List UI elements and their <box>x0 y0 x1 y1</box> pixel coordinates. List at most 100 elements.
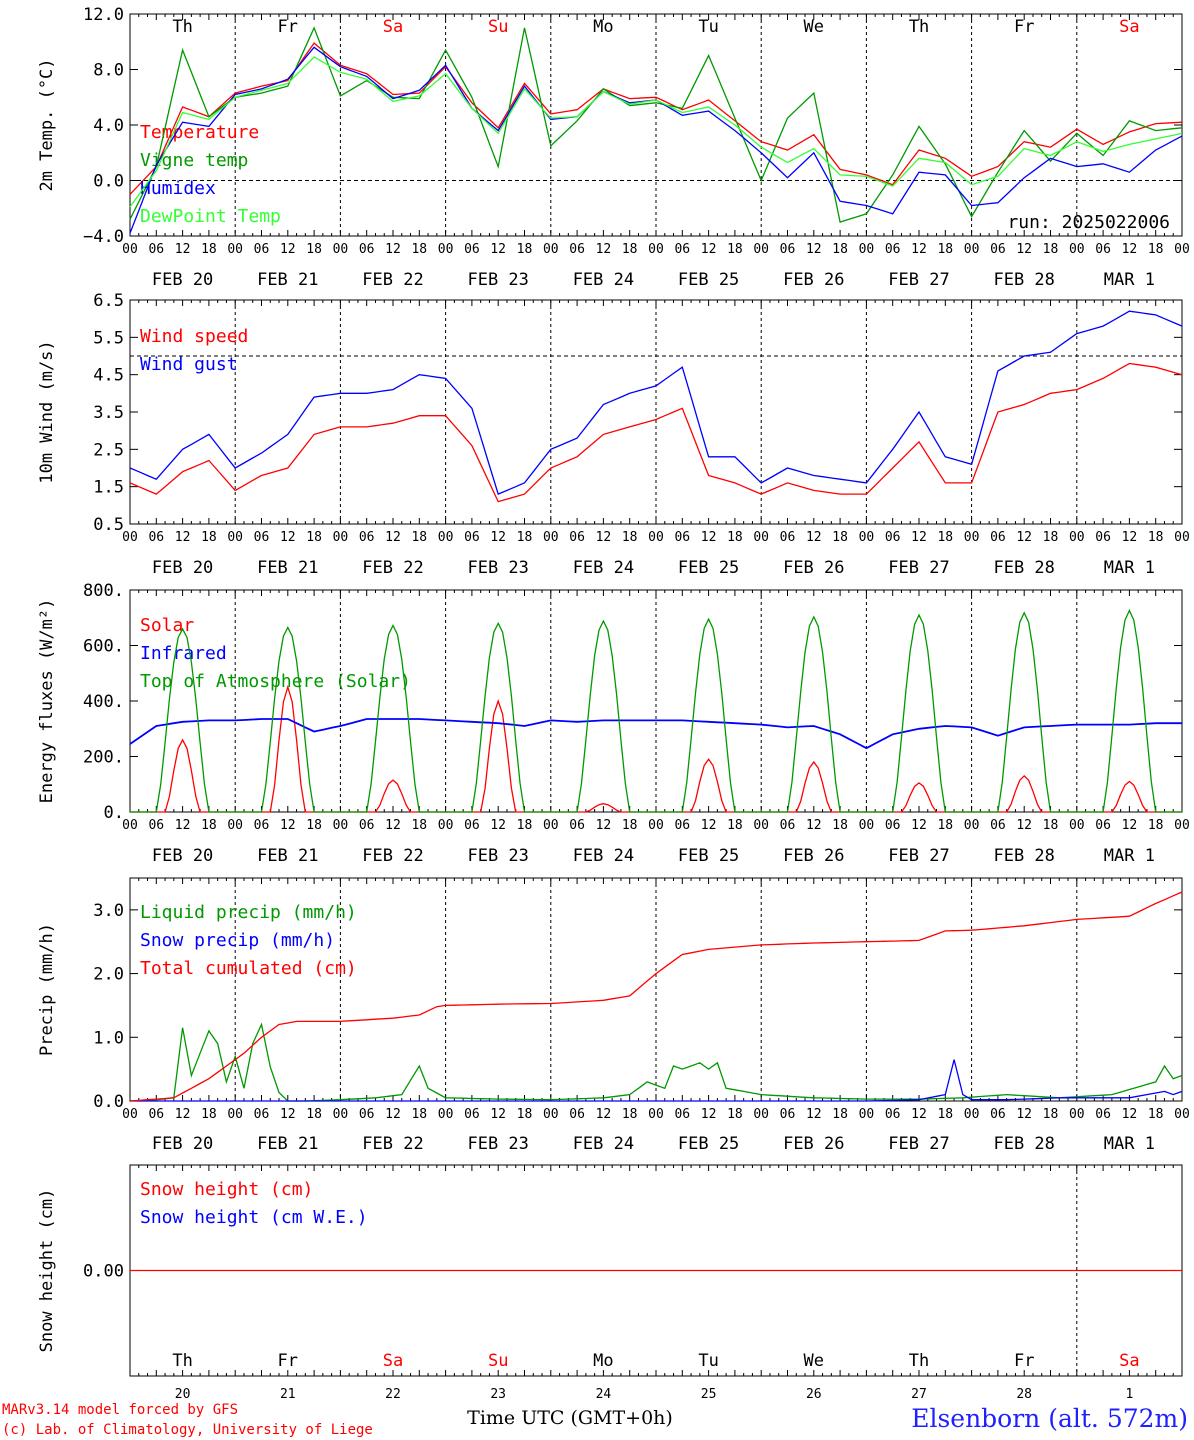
hour-tick-label: 06 <box>254 818 270 833</box>
hour-tick-label: 06 <box>464 1107 480 1122</box>
hour-tick-label: 12 <box>490 530 506 545</box>
y-tick-label: 1.0 <box>93 1028 124 1048</box>
bottom-day-number: 28 <box>1016 1387 1032 1402</box>
hour-tick-label: 06 <box>1095 818 1111 833</box>
date-label: FEB 27 <box>888 558 949 578</box>
copyright-credit: (c) Lab. of Climatology, University of L… <box>2 1422 373 1438</box>
hour-tick-label: 06 <box>359 818 375 833</box>
weekday-label: Mo <box>593 1351 613 1371</box>
hour-tick-label: 18 <box>727 242 743 257</box>
hour-tick-label: 00 <box>648 242 664 257</box>
y-tick-label: 400. <box>83 692 124 712</box>
hour-tick-label: 00 <box>227 530 243 545</box>
bottom-day-number: 27 <box>911 1387 927 1402</box>
hour-tick-label: 06 <box>990 242 1006 257</box>
hour-tick-label: 12 <box>911 818 927 833</box>
y-tick-label: 1.5 <box>93 478 124 498</box>
series-line <box>129 56 1183 208</box>
hour-tick-label: 18 <box>622 1107 638 1122</box>
legend-entry: Total cumulated (cm) <box>140 958 357 979</box>
hour-tick-label: 00 <box>333 818 349 833</box>
hour-tick-label: 12 <box>911 242 927 257</box>
weekday-label: Fr <box>1014 1351 1034 1371</box>
y-axis-label: Energy fluxes (W/m²) <box>37 599 57 804</box>
hour-tick-label: 12 <box>806 530 822 545</box>
legend-entry: Solar <box>140 615 194 636</box>
hour-tick-label: 12 <box>596 530 612 545</box>
y-tick-label: 12.0 <box>83 5 124 25</box>
hour-tick-label: 00 <box>753 818 769 833</box>
hour-tick-label: 18 <box>937 818 953 833</box>
y-tick-label: −4.0 <box>83 227 124 247</box>
y-tick-label: 6.5 <box>93 291 124 311</box>
date-label: MAR 1 <box>1104 558 1155 578</box>
bottom-day-number: 25 <box>701 1387 717 1402</box>
hour-tick-label: 06 <box>254 242 270 257</box>
hour-tick-label: 18 <box>1043 1107 1059 1122</box>
y-tick-label: 4.5 <box>93 366 124 386</box>
weekday-label: Tu <box>698 1351 718 1371</box>
legend-entry: Snow height (cm W.E.) <box>140 1207 368 1228</box>
weekday-label: Mo <box>593 17 613 37</box>
hour-tick-label: 12 <box>385 530 401 545</box>
hour-tick-label: 00 <box>964 818 980 833</box>
panel-1: 12.0 8.0 4.0 0.0 −4.0 2m Temp. (°C) 00 06 12 18 00… <box>37 5 1190 290</box>
hour-tick-label: 18 <box>622 530 638 545</box>
y-tick-label: 2.0 <box>93 965 124 985</box>
hour-tick-label: 18 <box>832 1107 848 1122</box>
hour-tick-label: 18 <box>517 818 533 833</box>
panel-2: 6.5 5.5 4.5 3.5 2.5 1.5 0.5 10m Wind (m/s) 00 06 1… <box>37 291 1190 578</box>
hour-tick-label: 06 <box>569 530 585 545</box>
y-axis-label: 10m Wind (m/s) <box>37 340 57 483</box>
hour-tick-label: 18 <box>411 530 427 545</box>
weekday-label: Su <box>488 1351 508 1371</box>
date-label: FEB 22 <box>362 846 423 866</box>
legend-entry: Snow height (cm) <box>140 1179 313 1200</box>
hour-tick-label: 00 <box>438 530 454 545</box>
y-tick-label: 3.5 <box>93 403 124 423</box>
date-label: FEB 23 <box>467 1134 528 1154</box>
hour-tick-label: 00 <box>648 1107 664 1122</box>
hour-tick-label: 06 <box>780 530 796 545</box>
legend-entry: Humidex <box>140 178 216 199</box>
y-tick-label: 0.0 <box>93 172 124 192</box>
hour-tick-label: 00 <box>753 530 769 545</box>
hour-tick-label: 00 <box>1174 818 1190 833</box>
hour-tick-label: 12 <box>806 242 822 257</box>
weekday-label: We <box>804 17 824 37</box>
legend-entry: Wind gust <box>140 354 238 375</box>
weekday-label: Sa <box>383 17 403 37</box>
date-label: FEB 26 <box>783 1134 844 1154</box>
y-tick-label: 2.5 <box>93 440 124 460</box>
hour-tick-label: 00 <box>543 242 559 257</box>
y-tick-label: 0.0 <box>93 1092 124 1112</box>
date-label: FEB 26 <box>783 846 844 866</box>
hour-tick-label: 18 <box>727 818 743 833</box>
weekday-label: Su <box>488 17 508 37</box>
date-label: FEB 24 <box>573 1134 634 1154</box>
hour-tick-label: 06 <box>780 242 796 257</box>
hour-tick-label: 06 <box>359 530 375 545</box>
hour-tick-label: 06 <box>990 530 1006 545</box>
hour-tick-label: 00 <box>543 530 559 545</box>
hour-tick-label: 18 <box>201 818 217 833</box>
hour-tick-label: 12 <box>911 1107 927 1122</box>
date-label: FEB 25 <box>678 1134 739 1154</box>
bottom-day-number: 23 <box>490 1387 506 1402</box>
hour-tick-label: 18 <box>517 530 533 545</box>
hour-tick-label: 18 <box>937 1107 953 1122</box>
date-label: FEB 27 <box>888 1134 949 1154</box>
hour-tick-label: 18 <box>1148 530 1164 545</box>
date-label: FEB 27 <box>888 270 949 290</box>
hour-tick-label: 12 <box>701 1107 717 1122</box>
hour-tick-label: 12 <box>596 1107 612 1122</box>
hour-tick-label: 12 <box>1122 1107 1138 1122</box>
hour-tick-label: 00 <box>227 818 243 833</box>
hour-tick-label: 00 <box>438 818 454 833</box>
y-tick-label: 800. <box>83 581 124 601</box>
date-label: FEB 25 <box>678 846 739 866</box>
date-label: FEB 26 <box>783 558 844 578</box>
hour-tick-label: 12 <box>280 242 296 257</box>
legend-entry: Temperature <box>140 122 259 143</box>
